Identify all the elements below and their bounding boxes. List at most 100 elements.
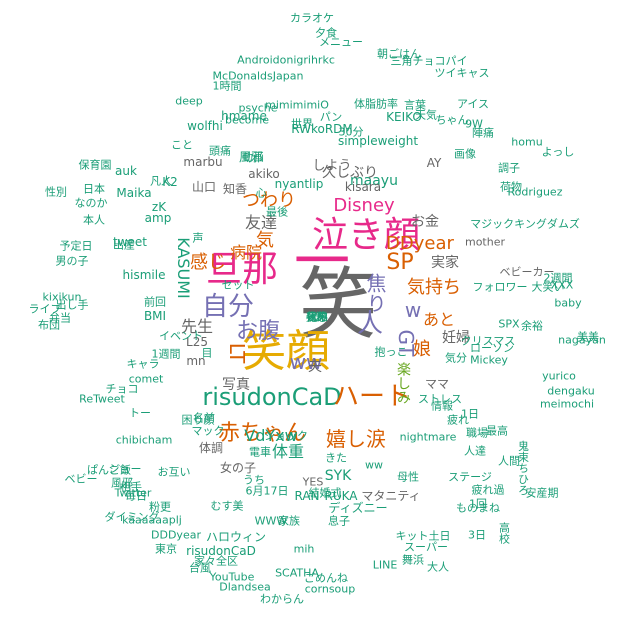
- cloud-word: 9W: [465, 117, 483, 131]
- cloud-word: 30分: [338, 125, 364, 139]
- cloud-word: 職場: [466, 426, 488, 440]
- cloud-word: kisara: [344, 180, 382, 194]
- cloud-word: 夜中: [306, 310, 328, 324]
- cloud-word: simpleweight: [337, 134, 419, 148]
- cloud-word: ダイミング: [104, 510, 160, 524]
- cloud-word: 安産期: [525, 486, 559, 500]
- cloud-word: 前回: [144, 295, 166, 309]
- cloud-word: 困り顔: [181, 413, 215, 427]
- cloud-word: うち: [243, 473, 265, 487]
- cloud-word: マック: [191, 424, 225, 438]
- cloud-word: 余裕: [521, 319, 543, 333]
- cloud-word: マタニティ: [361, 489, 421, 503]
- cloud-word: 気: [256, 230, 274, 251]
- cloud-word: BMI: [143, 309, 167, 323]
- cloud-word: McDonaldsJapan: [212, 69, 304, 83]
- cloud-word: YES: [302, 475, 324, 489]
- cloud-word: ちゃん: [435, 113, 469, 127]
- cloud-word: 2週間: [543, 271, 573, 285]
- cloud-word: tweet: [113, 235, 147, 249]
- cloud-word: 画像: [454, 147, 476, 161]
- cloud-word: yurico: [542, 369, 576, 383]
- cloud-word: nyantlip: [274, 177, 324, 191]
- cloud-word: ローソン: [470, 341, 514, 355]
- cloud-word: 気持ち: [407, 277, 461, 298]
- cloud-word: nightmare: [399, 430, 457, 444]
- cloud-word: 声: [192, 231, 204, 245]
- cloud-word: イベント: [159, 329, 203, 343]
- cloud-word: ステージ: [448, 470, 492, 484]
- cloud-word: 体脂肪率: [354, 97, 398, 111]
- cloud-word: maayu: [350, 173, 398, 189]
- cloud-word: 家々全区: [194, 554, 238, 568]
- cloud-word: 感じ: [190, 252, 226, 273]
- cloud-word: 疲れ過: [471, 483, 505, 497]
- cloud-word: 情報: [431, 399, 453, 413]
- cloud-word: ディズニー: [328, 501, 388, 515]
- cloud-word: SP: [386, 250, 414, 275]
- cloud-word: 男の子: [55, 254, 89, 268]
- cloud-word: hismile: [122, 268, 166, 282]
- cloud-word: 毎日: [125, 489, 147, 503]
- cloud-word: ハロウィン: [205, 530, 267, 544]
- cloud-word: SPX: [498, 317, 520, 331]
- cloud-word: ものまね: [456, 501, 500, 515]
- cloud-word: RUKA: [324, 489, 358, 503]
- cloud-word: RAN: [294, 489, 320, 503]
- cloud-word: 旦那: [205, 249, 279, 290]
- cloud-word: 楽しみ: [395, 362, 411, 404]
- cloud-word: 弁当: [49, 311, 71, 325]
- cloud-word: DDyear: [386, 233, 454, 254]
- cloud-word: 母性: [397, 470, 419, 484]
- cloud-word: きた: [325, 451, 347, 465]
- cloud-word: KASUMI: [174, 237, 193, 299]
- cloud-word: 息子: [328, 514, 350, 528]
- cloud-word: 人達: [464, 444, 486, 458]
- cloud-word: psyche: [238, 101, 278, 115]
- cloud-word: Rodriguez: [507, 185, 563, 199]
- cloud-word: アイス: [456, 97, 490, 111]
- cloud-word: 名前: [193, 411, 215, 425]
- cloud-word: Disney: [333, 195, 395, 216]
- cloud-word: Mickey: [470, 353, 508, 367]
- cloud-word: 家族: [278, 514, 300, 528]
- cloud-word: しよう: [312, 158, 352, 174]
- cloud-word: SCATHA: [275, 566, 319, 580]
- cloud-word: ツイキャス: [434, 66, 490, 80]
- cloud-word: mn: [186, 354, 206, 368]
- cloud-word: 大笑い: [531, 280, 565, 294]
- cloud-word: 1時間: [212, 79, 242, 93]
- cloud-word: セット: [221, 278, 255, 292]
- cloud-word: 女の子: [219, 461, 257, 475]
- cloud-word: hmame: [221, 109, 267, 123]
- cloud-word: 気分: [445, 351, 467, 365]
- cloud-word: chibicham: [115, 433, 173, 447]
- cloud-word: 1日: [461, 407, 479, 421]
- cloud-word: risudonCaD: [186, 544, 256, 558]
- cloud-word: mimimimiO: [265, 98, 329, 112]
- cloud-word: 体重: [271, 442, 305, 461]
- cloud-word: あと: [422, 310, 456, 329]
- cloud-word: 美美: [577, 330, 599, 344]
- cloud-word: 赤ちゃん: [217, 421, 307, 446]
- cloud-word: 先生: [180, 317, 214, 336]
- cloud-word: 笑: [298, 260, 378, 350]
- cloud-word: 東京: [155, 542, 177, 556]
- cloud-word: お腹: [235, 319, 281, 344]
- cloud-word: ハート: [332, 382, 412, 412]
- cloud-word: 妊婦: [442, 330, 470, 346]
- cloud-word: 知香: [222, 182, 248, 196]
- cloud-word: 日本: [83, 182, 105, 196]
- cloud-word: 娘: [413, 339, 431, 360]
- cloud-word: 保育園: [78, 158, 112, 172]
- cloud-word: cornsoup: [304, 582, 356, 596]
- cloud-word: 自分: [201, 292, 255, 322]
- cloud-word: ぱんご飯: [87, 463, 131, 477]
- cloud-word: 言葉: [404, 98, 426, 112]
- cloud-word: お金: [411, 214, 439, 230]
- cloud-word: dengaku: [547, 384, 595, 398]
- cloud-word: スーパー: [404, 540, 448, 554]
- cloud-word: become: [224, 113, 270, 127]
- cloud-word: 高校: [497, 522, 511, 544]
